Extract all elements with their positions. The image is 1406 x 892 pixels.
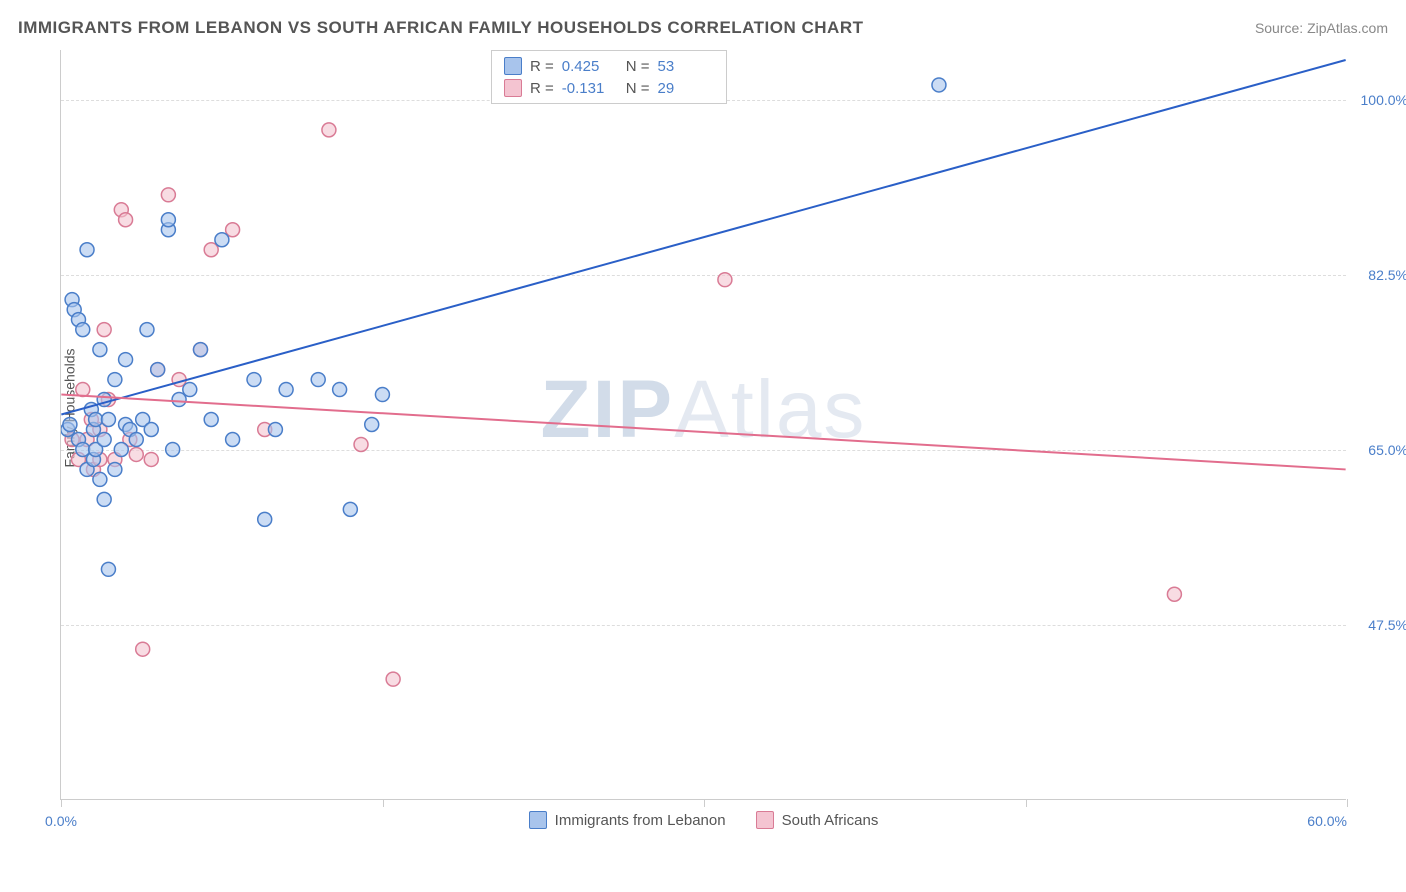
legend-r-label: R = <box>530 80 554 97</box>
legend-row-series-1: R = -0.131 N = 29 <box>504 77 714 99</box>
scatter-point <box>386 672 400 686</box>
scatter-point <box>119 213 133 227</box>
scatter-point <box>258 512 272 526</box>
legend-n-value-0: 53 <box>658 58 714 75</box>
scatter-point <box>140 323 154 337</box>
legend-label-1: South Africans <box>782 812 879 829</box>
regression-line <box>61 395 1345 470</box>
scatter-point <box>354 437 368 451</box>
scatter-point <box>183 383 197 397</box>
y-tick-label: 47.5% <box>1368 617 1406 633</box>
y-tick-label: 100.0% <box>1361 92 1406 108</box>
source-attribution: Source: ZipAtlas.com <box>1255 20 1388 36</box>
scatter-point <box>1167 587 1181 601</box>
legend-swatch-bottom-0 <box>529 811 547 829</box>
scatter-point <box>89 413 103 427</box>
source-label: Source: <box>1255 20 1303 36</box>
scatter-point <box>108 462 122 476</box>
scatter-point <box>268 423 282 437</box>
legend-r-value-1: -0.131 <box>562 80 618 97</box>
scatter-point <box>101 413 115 427</box>
header: IMMIGRANTS FROM LEBANON VS SOUTH AFRICAN… <box>18 18 1388 38</box>
series-legend: Immigrants from Lebanon South Africans <box>61 811 1346 829</box>
scatter-point <box>247 373 261 387</box>
legend-item-series-1: South Africans <box>756 811 879 829</box>
scatter-point <box>97 323 111 337</box>
x-tick <box>1347 799 1348 807</box>
scatter-point <box>101 562 115 576</box>
scatter-point <box>129 432 143 446</box>
y-tick-label: 65.0% <box>1368 442 1406 458</box>
scatter-point <box>932 78 946 92</box>
x-tick <box>383 799 384 807</box>
scatter-point <box>97 432 111 446</box>
y-tick-label: 82.5% <box>1368 267 1406 283</box>
legend-n-label: N = <box>626 80 650 97</box>
scatter-point <box>161 188 175 202</box>
scatter-point <box>215 233 229 247</box>
chart-svg <box>61 50 1346 799</box>
legend-r-label: R = <box>530 58 554 75</box>
scatter-point <box>144 423 158 437</box>
scatter-point <box>333 383 347 397</box>
legend-label-0: Immigrants from Lebanon <box>555 812 726 829</box>
scatter-point <box>93 472 107 486</box>
x-tick <box>61 799 62 807</box>
chart-container: IMMIGRANTS FROM LEBANON VS SOUTH AFRICAN… <box>0 0 1406 892</box>
plot-area: ZIPAtlas 47.5%65.0%82.5%100.0% 0.0%60.0%… <box>60 50 1346 800</box>
scatter-point <box>161 213 175 227</box>
legend-row-series-0: R = 0.425 N = 53 <box>504 55 714 77</box>
scatter-point <box>166 442 180 456</box>
regression-line <box>61 60 1345 415</box>
scatter-point <box>144 452 158 466</box>
scatter-point <box>63 418 77 432</box>
legend-swatch-bottom-1 <box>756 811 774 829</box>
scatter-point <box>193 343 207 357</box>
source-name: ZipAtlas.com <box>1307 20 1388 36</box>
scatter-point <box>76 323 90 337</box>
scatter-point <box>151 363 165 377</box>
legend-r-value-0: 0.425 <box>562 58 618 75</box>
scatter-point <box>97 492 111 506</box>
scatter-point <box>204 413 218 427</box>
scatter-point <box>375 388 389 402</box>
scatter-point <box>114 442 128 456</box>
scatter-point <box>129 447 143 461</box>
scatter-point <box>119 353 133 367</box>
scatter-point <box>93 343 107 357</box>
scatter-point <box>108 373 122 387</box>
legend-swatch-series-0 <box>504 57 522 75</box>
chart-title: IMMIGRANTS FROM LEBANON VS SOUTH AFRICAN… <box>18 18 864 38</box>
scatter-point <box>279 383 293 397</box>
scatter-point <box>80 243 94 257</box>
x-tick <box>704 799 705 807</box>
x-tick <box>1026 799 1027 807</box>
scatter-point <box>343 502 357 516</box>
scatter-point <box>136 642 150 656</box>
scatter-point <box>365 418 379 432</box>
legend-swatch-series-1 <box>504 79 522 97</box>
scatter-point <box>322 123 336 137</box>
scatter-point <box>76 383 90 397</box>
legend-item-series-0: Immigrants from Lebanon <box>529 811 726 829</box>
scatter-point <box>311 373 325 387</box>
legend-n-value-1: 29 <box>658 80 714 97</box>
legend-n-label: N = <box>626 58 650 75</box>
scatter-point <box>226 432 240 446</box>
scatter-point <box>718 273 732 287</box>
correlation-legend: R = 0.425 N = 53 R = -0.131 N = 29 <box>491 50 727 104</box>
